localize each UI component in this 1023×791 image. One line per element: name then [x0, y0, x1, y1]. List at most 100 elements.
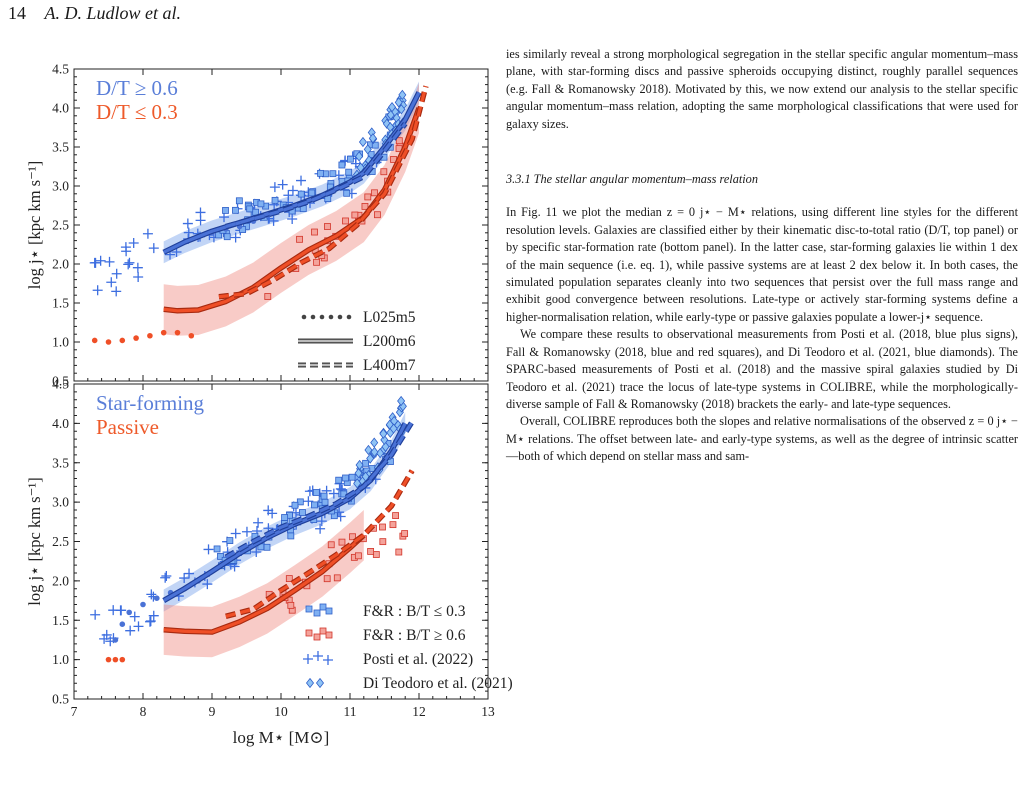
marker-diteodoro [394, 97, 403, 108]
x-tick-label: 12 [412, 704, 426, 719]
marker-fr-red [395, 548, 403, 556]
median-L400m7-line [218, 85, 428, 299]
marker-diteodoro [389, 423, 398, 434]
marker-fr-red [373, 211, 381, 219]
legend-item: F&R : B/T ≤ 0.3 [305, 603, 466, 620]
marker-posti [241, 526, 252, 537]
marker-fr-blue [345, 168, 353, 176]
x-axis-label: log M⋆ [M⊙] [233, 728, 330, 747]
paragraph-comparison: We compare these results to observationa… [506, 327, 1018, 411]
marker-fr-blue [213, 545, 221, 553]
marker-posti [251, 546, 262, 557]
marker-fr-blue [217, 552, 224, 560]
page-header: 14 A. D. Ludlow et al. [8, 3, 181, 24]
x-tick-label: 10 [274, 704, 288, 719]
subsection-heading: 3.3.1 The stellar angular momentum–mass … [506, 172, 758, 187]
marker-fr-blue [226, 537, 234, 544]
y-tick-label: 4.5 [52, 377, 69, 392]
marker-fr-blue [367, 151, 375, 158]
marker-posti [287, 185, 298, 196]
marker-posti [277, 179, 288, 190]
legend-label: F&R : B/T ≤ 0.3 [363, 603, 466, 620]
marker-posti [182, 218, 193, 229]
marker-diteodoro [398, 89, 407, 101]
marker-fr-red [264, 293, 272, 300]
median-L025m5-point [147, 332, 153, 339]
legend-swatch-square [305, 629, 313, 637]
legend-item: F&R : B/T ≥ 0.6 [305, 627, 466, 644]
top-panel: 0.5 1.0 1.5 2.0 2.5 3.0 3.5 4.0 4.5 log j⋆ [kpc k… [25, 62, 489, 389]
legend-swatch-dotted [328, 314, 334, 320]
marker-diteodoro [354, 467, 363, 479]
legend-label: Posti et al. (2022) [363, 651, 473, 668]
marker-fr-red [338, 538, 346, 546]
marker-fr-red [372, 551, 380, 558]
marker-fr-red [287, 601, 295, 609]
y-tick-label: 1.5 [52, 613, 69, 628]
marker-fr-blue [222, 207, 229, 214]
marker-fr-red [333, 574, 341, 582]
plot-area [89, 81, 429, 345]
marker-posti [269, 182, 280, 193]
median-L400m7-line [225, 420, 414, 559]
y-tick-label: 1.0 [52, 335, 69, 350]
marker-posti [123, 259, 134, 270]
x-tick-label: 8 [140, 704, 147, 719]
median-L025m5-point [160, 329, 167, 336]
marker-fr-red [349, 533, 356, 541]
median-L200m6-line [163, 534, 365, 634]
marker-fr-red [351, 211, 359, 219]
y-tick-label: 4.5 [52, 62, 69, 77]
marker-fr-red [296, 235, 303, 243]
y-tick-label: 2.0 [52, 257, 69, 272]
legend-swatch-dotted [301, 314, 307, 320]
median-L025m5-point [112, 656, 119, 663]
marker-fr-red [342, 217, 349, 225]
marker-fr-red [354, 552, 362, 560]
marker-posti [106, 277, 117, 288]
y-tick-label: 4.0 [52, 416, 69, 431]
marker-fr-blue [271, 196, 279, 204]
marker-fr-blue [343, 189, 351, 197]
marker-posti [115, 605, 126, 616]
legend-label: L200m6 [363, 333, 416, 350]
marker-fr-red [323, 575, 331, 583]
bottom-panel: 0.5 1.0 1.5 2.0 2.5 3.0 3.5 4.0 4.5 7 8 9 10 11 12 13 lo… [25, 377, 513, 748]
marker-fr-red [285, 575, 293, 583]
marker-posti [129, 611, 140, 622]
legend-item: L400m7 [298, 357, 416, 374]
group-label: Passive [96, 415, 159, 439]
y-axis-label: log j⋆ [kpc km s⁻¹] [25, 477, 44, 605]
marker-fr-red [364, 193, 372, 201]
x-tick-label: 9 [209, 704, 216, 719]
legend-swatch-square [313, 609, 321, 617]
marker-fr-blue [232, 206, 239, 214]
legend-item: L200m6 [298, 333, 416, 350]
marker-posti [101, 629, 112, 640]
legend-item: Posti et al. (2022) [303, 651, 473, 668]
marker-fr-blue [239, 226, 246, 233]
scatter-band-blue [163, 81, 419, 264]
marker-posti [230, 232, 241, 243]
marker-posti [202, 579, 213, 590]
marker-fr-blue [299, 509, 306, 516]
marker-posti [133, 621, 144, 632]
marker-posti [90, 257, 101, 268]
median-L025m5-point [105, 339, 112, 345]
legend-swatch-square [325, 607, 333, 615]
paragraph-method: In Fig. 11 we plot the median z = 0 j⋆ −… [506, 205, 1018, 324]
marker-posti [111, 268, 122, 279]
marker-diteodoro [363, 144, 372, 155]
marker-posti [195, 207, 206, 218]
marker-fr-blue [342, 474, 349, 482]
marker-fr-red [367, 548, 375, 555]
marker-fr-blue [281, 514, 288, 521]
marker-posti [267, 508, 278, 519]
median-L025m5-point [91, 337, 98, 344]
y-tick-label: 3.0 [52, 179, 69, 194]
median-L400m7-line [225, 469, 414, 618]
marker-posti [287, 214, 298, 225]
marker-fr-blue [287, 532, 295, 540]
plot-area [90, 395, 415, 663]
legend-swatch-dotted [346, 314, 352, 320]
